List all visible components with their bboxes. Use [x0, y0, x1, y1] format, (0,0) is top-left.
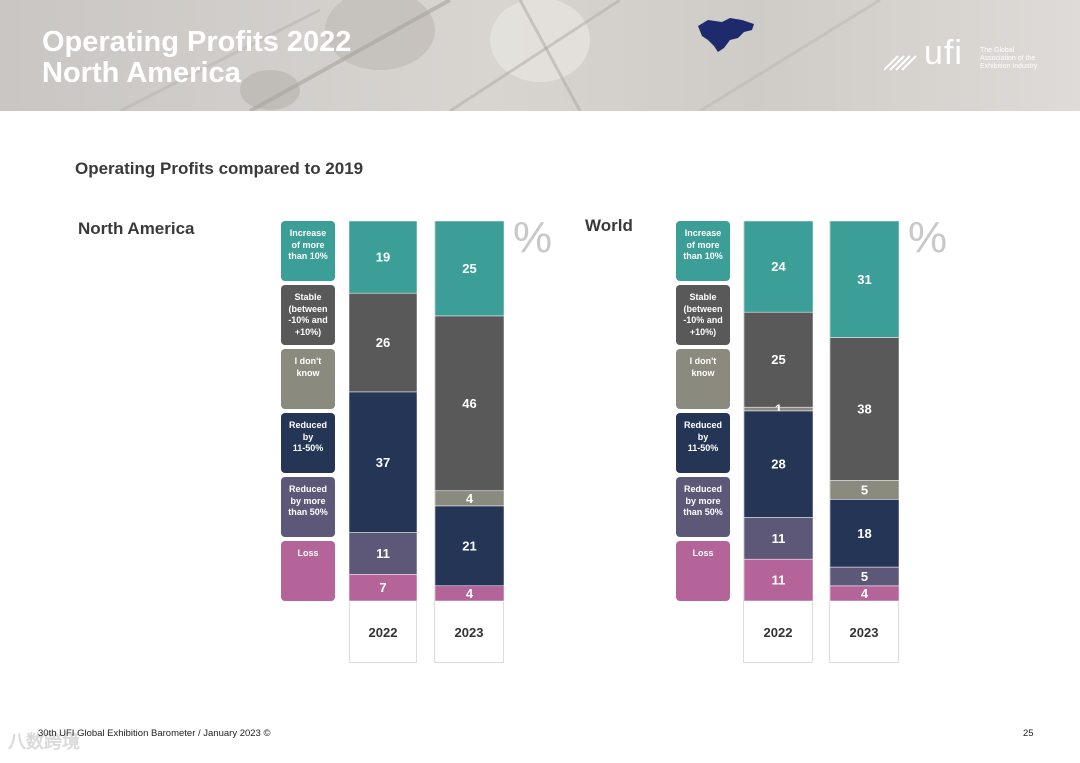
ufi-tagline: The Global Association of the Exhibition…	[980, 47, 1038, 70]
chart-subtitle: Operating Profits compared to 2019	[75, 159, 364, 178]
year-label: 2022	[368, 625, 398, 640]
decorative-background	[119, 0, 881, 111]
legend-item-reduced50: Reduced by more than 50%	[281, 477, 335, 537]
legend-item-reduced50: Reduced by more than 50%	[676, 477, 730, 537]
legend-item-increase: Increase of more than 10%	[676, 221, 730, 281]
region-title-north-america: North America	[78, 219, 195, 238]
legend-item-increase: Increase of more than 10%	[281, 221, 335, 281]
column-frame-2022	[743, 221, 813, 663]
ufi-logo-word: ufi	[924, 34, 963, 72]
footer-text: 30th UFI Global Exhibition Barometer / J…	[38, 728, 271, 739]
region-title-world: World	[585, 216, 633, 235]
legend-item-dontknow: I don't know	[281, 349, 335, 409]
column-frame-2023	[829, 221, 899, 663]
column-frame-2022	[349, 221, 417, 663]
year-label: 2023	[849, 625, 879, 640]
legend-item-loss: Loss	[281, 541, 335, 601]
page-title: Operating Profits 2022 North America	[42, 26, 352, 89]
column-frame-2023	[434, 221, 504, 663]
ufi-logo-icon	[884, 55, 917, 71]
page-number: 25	[1023, 728, 1034, 739]
legend-item-dontknow: I don't know	[676, 349, 730, 409]
header-banner: Operating Profits 2022 North America ufi…	[0, 0, 1080, 111]
legend-item-loss: Loss	[676, 541, 730, 601]
watermark: 八数跨境	[8, 732, 80, 752]
percent-symbol: %	[908, 213, 948, 262]
year-label: 2023	[454, 625, 484, 640]
legend-item-reduced11: Reduced by 11-50%	[676, 413, 730, 473]
percent-symbol: %	[513, 213, 553, 262]
north-america-map-icon	[698, 18, 754, 52]
year-label: 2022	[763, 625, 793, 640]
legend-item-reduced11: Reduced by 11-50%	[281, 413, 335, 473]
legend-item-stable: Stable (between -10% and +10%)	[676, 285, 730, 345]
legend-item-stable: Stable (between -10% and +10%)	[281, 285, 335, 345]
